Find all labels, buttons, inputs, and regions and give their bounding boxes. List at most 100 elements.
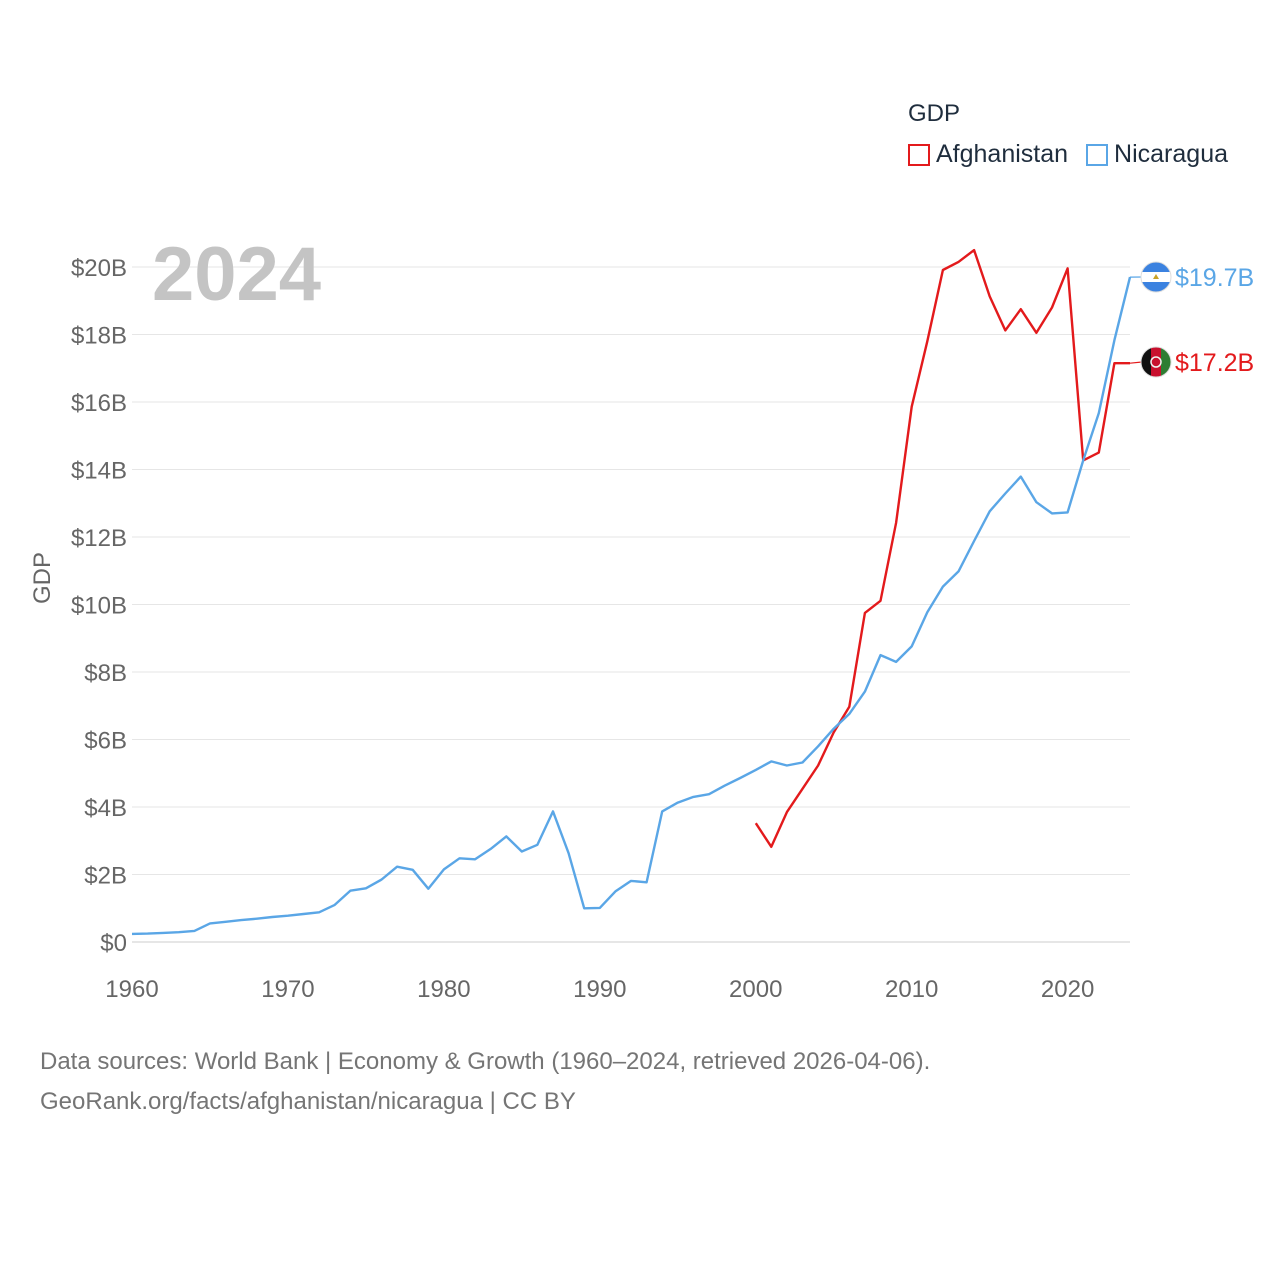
data-point-nicaragua	[755, 769, 757, 771]
data-point-afghanistan	[988, 295, 990, 297]
data-point-nicaragua	[895, 661, 897, 663]
data-point-nicaragua	[817, 745, 819, 747]
y-tick-label: $0	[100, 930, 127, 957]
data-point-nicaragua	[443, 868, 445, 870]
data-point-nicaragua	[1098, 412, 1100, 414]
data-point-nicaragua	[1082, 459, 1084, 461]
data-point-nicaragua	[786, 764, 788, 766]
data-point-nicaragua	[240, 919, 242, 921]
data-point-nicaragua	[567, 852, 569, 854]
source-line-2[interactable]: GeoRank.org/facts/afghanistan/nicaragua …	[40, 1088, 576, 1115]
data-point-nicaragua	[661, 810, 663, 812]
x-tick-label: 1980	[417, 976, 470, 1003]
y-tick-label: $4B	[84, 795, 127, 822]
x-tick-label: 2010	[885, 976, 938, 1003]
data-point-nicaragua	[1020, 475, 1022, 477]
y-tick-label: $6B	[84, 728, 127, 755]
data-point-nicaragua	[833, 728, 835, 730]
data-point-nicaragua	[162, 932, 164, 934]
data-point-nicaragua	[458, 857, 460, 859]
data-point-nicaragua	[1004, 492, 1006, 494]
y-tick-label: $20B	[71, 255, 127, 282]
x-tick-label: 2000	[729, 976, 782, 1003]
data-point-afghanistan	[1035, 332, 1037, 334]
year-watermark: 2024	[152, 232, 321, 317]
data-point-nicaragua	[1035, 501, 1037, 503]
y-tick-label: $18B	[71, 323, 127, 350]
data-point-nicaragua	[973, 540, 975, 542]
data-point-nicaragua	[209, 922, 211, 924]
source-note: Data sources: World Bank | Economy & Gro…	[40, 1042, 930, 1122]
y-tick-label: $12B	[71, 525, 127, 552]
data-point-nicaragua	[864, 690, 866, 692]
data-point-afghanistan	[957, 261, 959, 263]
data-point-nicaragua	[1051, 512, 1053, 514]
data-point-afghanistan	[848, 706, 850, 708]
data-point-afghanistan	[1051, 306, 1053, 308]
x-tick-label: 1960	[105, 976, 158, 1003]
data-point-afghanistan	[1066, 267, 1068, 269]
data-point-nicaragua	[287, 914, 289, 916]
afghanistan-flag-icon	[1140, 346, 1172, 378]
series-line-afghanistan	[754, 248, 1130, 848]
y-tick-label: $16B	[71, 390, 127, 417]
data-point-afghanistan	[926, 340, 928, 342]
data-point-afghanistan	[817, 764, 819, 766]
data-point-afghanistan	[942, 269, 944, 271]
data-point-nicaragua	[957, 570, 959, 572]
data-point-afghanistan	[895, 522, 897, 524]
nicaragua-flag-icon	[1140, 261, 1172, 293]
data-point-afghanistan	[1098, 451, 1100, 453]
data-point-nicaragua	[505, 835, 507, 837]
data-point-afghanistan	[755, 822, 757, 824]
legend-label-nicaragua: Nicaragua	[1114, 140, 1228, 168]
source-line-1: Data sources: World Bank | Economy & Gro…	[40, 1048, 931, 1075]
end-label-afghanistan: $17.2B	[1175, 349, 1254, 377]
data-point-afghanistan	[864, 612, 866, 614]
data-point-nicaragua	[224, 921, 226, 923]
data-point-nicaragua	[146, 932, 148, 934]
legend-label-afghanistan: Afghanistan	[936, 140, 1069, 168]
data-point-nicaragua	[1113, 339, 1115, 341]
legend-item-nicaragua[interactable]: Nicaragua	[1086, 140, 1228, 169]
data-point-afghanistan	[833, 731, 835, 733]
data-point-nicaragua	[178, 931, 180, 933]
x-tick-label: 2020	[1041, 976, 1094, 1003]
data-point-nicaragua	[536, 844, 538, 846]
data-point-nicaragua	[599, 907, 601, 909]
end-labels: $17.2B $19.7B	[1129, 261, 1254, 378]
data-point-afghanistan	[910, 406, 912, 408]
data-point-nicaragua	[614, 890, 616, 892]
data-point-nicaragua	[583, 907, 585, 909]
y-axis: $0 $2B $4B $6B $8B $10B $12B $14B $16B $18B $20B	[71, 255, 127, 957]
data-point-nicaragua	[926, 611, 928, 613]
data-point-nicaragua	[1066, 511, 1068, 513]
data-point-nicaragua	[723, 785, 725, 787]
data-point-nicaragua	[302, 913, 304, 915]
data-point-nicaragua	[380, 878, 382, 880]
data-point-nicaragua	[630, 880, 632, 882]
data-point-afghanistan	[973, 249, 975, 251]
data-point-nicaragua	[474, 858, 476, 860]
x-tick-label: 1970	[261, 976, 314, 1003]
series-lines	[131, 248, 1132, 936]
data-point-afghanistan	[1113, 362, 1115, 364]
data-point-nicaragua	[988, 510, 990, 512]
data-point-nicaragua	[910, 645, 912, 647]
y-tick-label: $14B	[71, 458, 127, 485]
data-point-nicaragua	[708, 793, 710, 795]
x-axis: 1960 1970 1980 1990 2000 2010 2020	[105, 976, 1094, 1003]
legend: GDP Afghanistan Nicaragua	[908, 100, 1246, 169]
data-point-nicaragua	[521, 850, 523, 852]
y-tick-label: $10B	[71, 593, 127, 620]
data-point-nicaragua	[677, 801, 679, 803]
end-label-nicaragua: $19.7B	[1175, 264, 1254, 292]
data-point-nicaragua	[193, 930, 195, 932]
data-point-nicaragua	[770, 760, 772, 762]
data-point-nicaragua	[801, 761, 803, 763]
legend-item-afghanistan[interactable]: Afghanistan	[908, 140, 1068, 169]
data-point-nicaragua	[396, 866, 398, 868]
data-point-afghanistan	[1020, 308, 1022, 310]
data-point-nicaragua	[349, 890, 351, 892]
legend-swatch-nicaragua	[1086, 143, 1109, 166]
